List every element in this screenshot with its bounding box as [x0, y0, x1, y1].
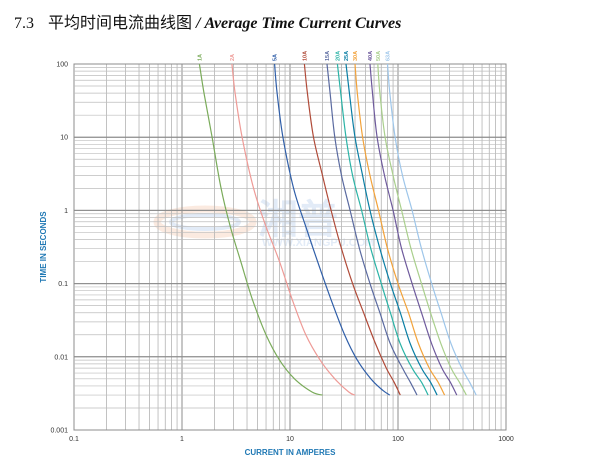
- heading-title-english: / Average Time Current Curves: [196, 15, 402, 32]
- curve-label-5a: 5A: [273, 54, 279, 61]
- y-tick-label: 0.01: [54, 354, 68, 361]
- y-tick-label: 0.001: [50, 428, 68, 435]
- y-axis-label: TIME IN SECONDS: [39, 211, 48, 283]
- page-heading: 7.3 平均时间电流曲线图 / Average Time Current Cur…: [14, 9, 401, 33]
- y-tick-label: 1: [64, 208, 68, 215]
- section-number: 7.3: [14, 15, 34, 32]
- chart-grid: [73, 63, 507, 431]
- y-tick-label: 0.1: [58, 281, 68, 288]
- x-tick-label: 100: [392, 436, 404, 443]
- heading-title-chinese: 平均时间电流曲线图: [48, 15, 193, 32]
- chart-curves: [198, 63, 477, 396]
- curve-10a: [303, 63, 401, 396]
- curve-15a: [326, 63, 418, 396]
- x-tick-label: 10: [286, 436, 294, 443]
- y-tick-label: 10: [60, 135, 68, 142]
- x-tick-label: 1: [180, 436, 184, 443]
- axis-ticks: 0.1 1 10 100 1000 100 10 1 0.1 0.01 0.001: [50, 62, 513, 444]
- curve-63a: [386, 63, 477, 396]
- curve-label-15a: 15A: [325, 51, 331, 61]
- curve-2a: [231, 63, 356, 396]
- curve-label-30a: 30A: [353, 51, 359, 61]
- x-tick-label: 1000: [498, 436, 514, 443]
- x-tick-label: 0.1: [69, 436, 79, 443]
- curve-40a: [369, 63, 458, 396]
- curve-label-63a: 63A: [386, 51, 392, 61]
- curve-label-10a: 10A: [302, 51, 308, 61]
- curve-label-40a: 40A: [368, 51, 374, 61]
- x-axis-label: CURRENT IN AMPERES: [245, 448, 336, 457]
- curve-30a: [354, 63, 446, 396]
- curve-label-25a: 25A: [344, 51, 350, 61]
- curve-label-1a: 1A: [197, 54, 203, 61]
- curve-20a: [336, 63, 429, 396]
- y-tick-label: 100: [56, 62, 68, 69]
- curve-25a: [345, 63, 438, 396]
- curve-labels: 1A 2A 5A 10A 15A 20A 25A 30A 40A 50A 63A: [197, 51, 391, 61]
- curve-5a: [274, 63, 391, 396]
- curve-label-2a: 2A: [230, 54, 236, 61]
- curve-50a: [377, 63, 467, 396]
- curve-label-20a: 20A: [335, 51, 341, 61]
- curve-label-50a: 50A: [376, 51, 382, 61]
- curve-1a: [198, 63, 323, 396]
